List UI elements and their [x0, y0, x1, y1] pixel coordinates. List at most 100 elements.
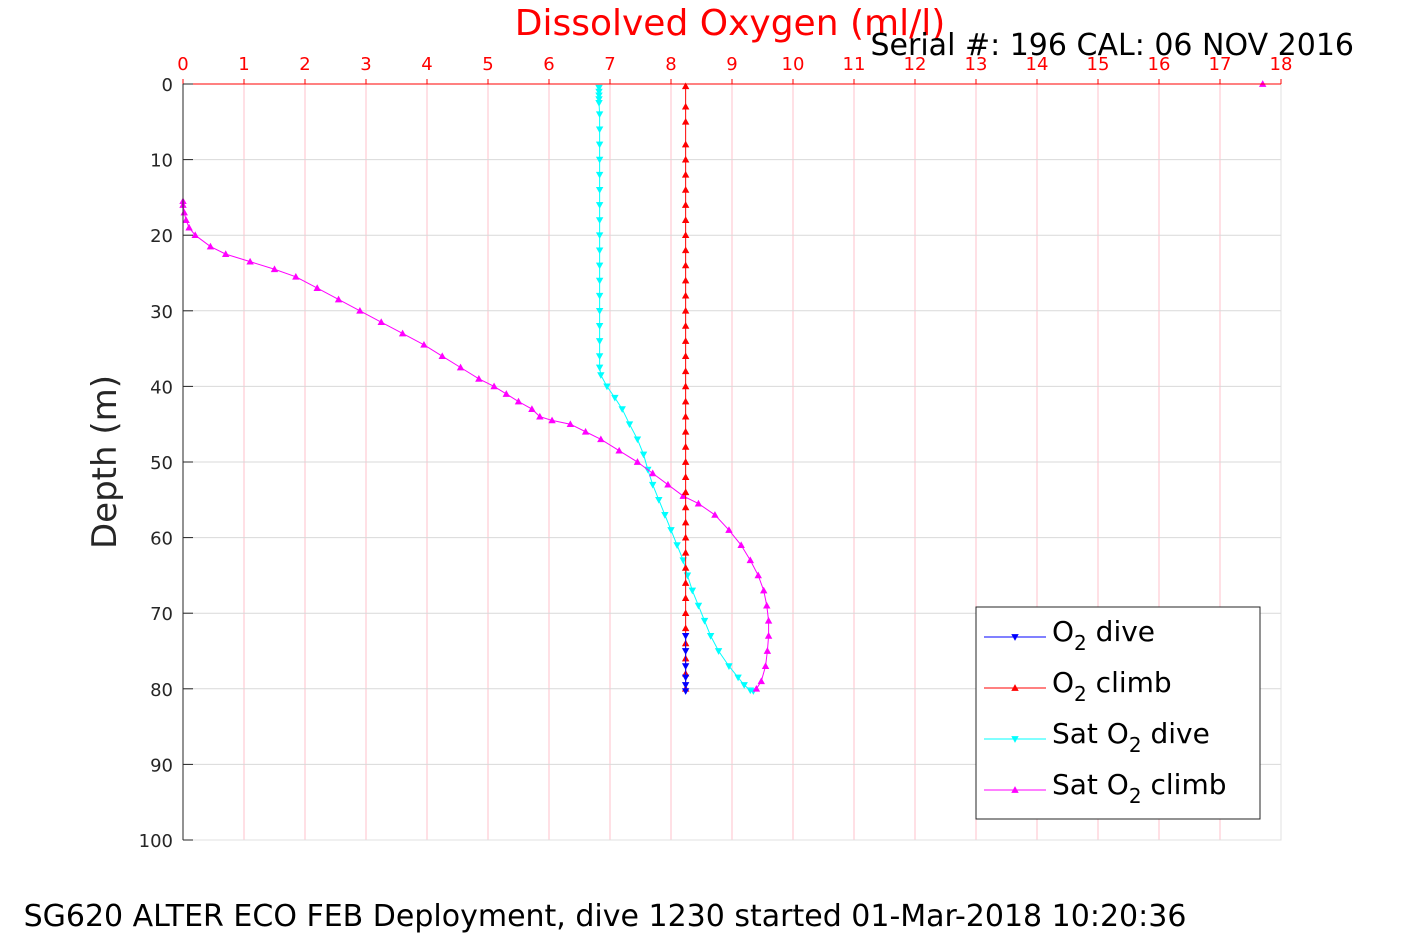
data-point — [681, 352, 690, 360]
legend-label-tail: climb — [1087, 666, 1172, 699]
data-point — [595, 262, 604, 270]
data-point — [475, 375, 483, 382]
data-point — [681, 382, 690, 390]
chart-subtitle: Serial #: 196 CAL: 06 NOV 2016 — [871, 28, 1354, 63]
data-point — [681, 609, 690, 617]
data-point — [694, 602, 703, 610]
data-point — [681, 518, 690, 526]
data-point — [681, 102, 690, 110]
data-point — [706, 633, 715, 640]
x-tick-label: 7 — [604, 54, 615, 75]
x-tick-label: 13 — [965, 54, 988, 75]
data-point — [681, 533, 690, 541]
data-point — [681, 682, 690, 689]
data-point — [760, 586, 768, 594]
data-point — [595, 186, 604, 194]
x-tick-label: 11 — [843, 54, 866, 75]
data-point — [595, 353, 604, 360]
data-point — [752, 684, 761, 692]
series-1 — [681, 82, 690, 692]
data-point — [438, 352, 446, 360]
data-point — [595, 202, 604, 209]
series-layer — [179, 80, 1267, 695]
y-tick-label: 100 — [139, 831, 173, 852]
data-point — [679, 492, 687, 499]
data-point — [595, 338, 604, 345]
data-point — [681, 397, 690, 405]
data-point — [681, 548, 690, 556]
data-point — [681, 458, 690, 465]
legend-entry: Sat O2 dive — [984, 717, 1210, 757]
data-point — [681, 276, 690, 284]
data-point — [681, 186, 690, 193]
data-point — [764, 632, 773, 639]
data-point — [679, 557, 687, 565]
data-point — [595, 323, 604, 330]
legend-entry: Sat O2 climb — [984, 768, 1227, 808]
data-point — [725, 526, 733, 533]
data-point — [595, 156, 604, 164]
data-point — [490, 382, 498, 390]
legend-label-subscript: 2 — [1129, 784, 1142, 808]
data-point — [221, 250, 230, 257]
data-point — [681, 337, 690, 344]
y-axis-label: Depth (m) — [85, 375, 125, 549]
legend-label-main: O — [1052, 615, 1074, 648]
x-tick-label: 0 — [177, 54, 188, 75]
y-tick-label: 30 — [150, 302, 173, 323]
y-tick-label: 10 — [150, 151, 173, 172]
x-tick-label: 10 — [782, 54, 805, 75]
data-point — [595, 307, 604, 315]
data-point — [615, 446, 623, 454]
data-point — [502, 390, 511, 397]
legend-label: O2 dive — [1052, 615, 1155, 655]
data-point — [681, 367, 690, 375]
data-point — [595, 364, 604, 372]
data-point — [648, 469, 657, 477]
legend-label-subscript: 2 — [1074, 682, 1087, 706]
data-point — [597, 372, 605, 379]
data-point — [611, 394, 619, 402]
data-point — [681, 155, 690, 163]
data-point — [714, 648, 723, 655]
data-point — [595, 171, 604, 179]
data-point — [681, 633, 690, 640]
data-point — [754, 571, 762, 579]
data-point — [180, 208, 188, 216]
legend-label: O2 climb — [1052, 666, 1172, 706]
data-point — [681, 306, 690, 314]
data-point — [725, 663, 733, 670]
data-point — [734, 674, 742, 682]
data-point — [633, 458, 642, 465]
y-tick-label: 50 — [150, 453, 173, 474]
data-point — [757, 677, 765, 685]
data-point — [681, 82, 690, 90]
legend-label-subscript: 2 — [1129, 733, 1142, 757]
chart-title: Dissolved Oxygen (ml/l) — [515, 3, 946, 44]
data-point — [618, 406, 626, 413]
data-point — [667, 527, 675, 534]
data-point — [681, 216, 690, 223]
data-point — [711, 511, 719, 518]
data-point — [595, 96, 603, 103]
data-point — [681, 117, 690, 125]
x-tick-label: 14 — [1026, 54, 1049, 75]
y-tick-label: 60 — [150, 529, 173, 550]
data-point — [246, 257, 254, 265]
data-point — [356, 306, 364, 314]
data-point — [681, 564, 690, 571]
data-point — [595, 292, 604, 300]
data-point — [603, 383, 611, 391]
data-point — [681, 688, 690, 695]
data-point — [681, 170, 690, 178]
data-point — [639, 451, 648, 459]
x-tick-label: 12 — [904, 54, 927, 75]
y-tick-label: 70 — [150, 604, 173, 625]
series-0 — [681, 633, 690, 695]
data-point — [595, 277, 604, 285]
data-point — [688, 587, 697, 595]
data-point — [595, 247, 604, 255]
legend-label-main: Sat O — [1052, 717, 1129, 750]
